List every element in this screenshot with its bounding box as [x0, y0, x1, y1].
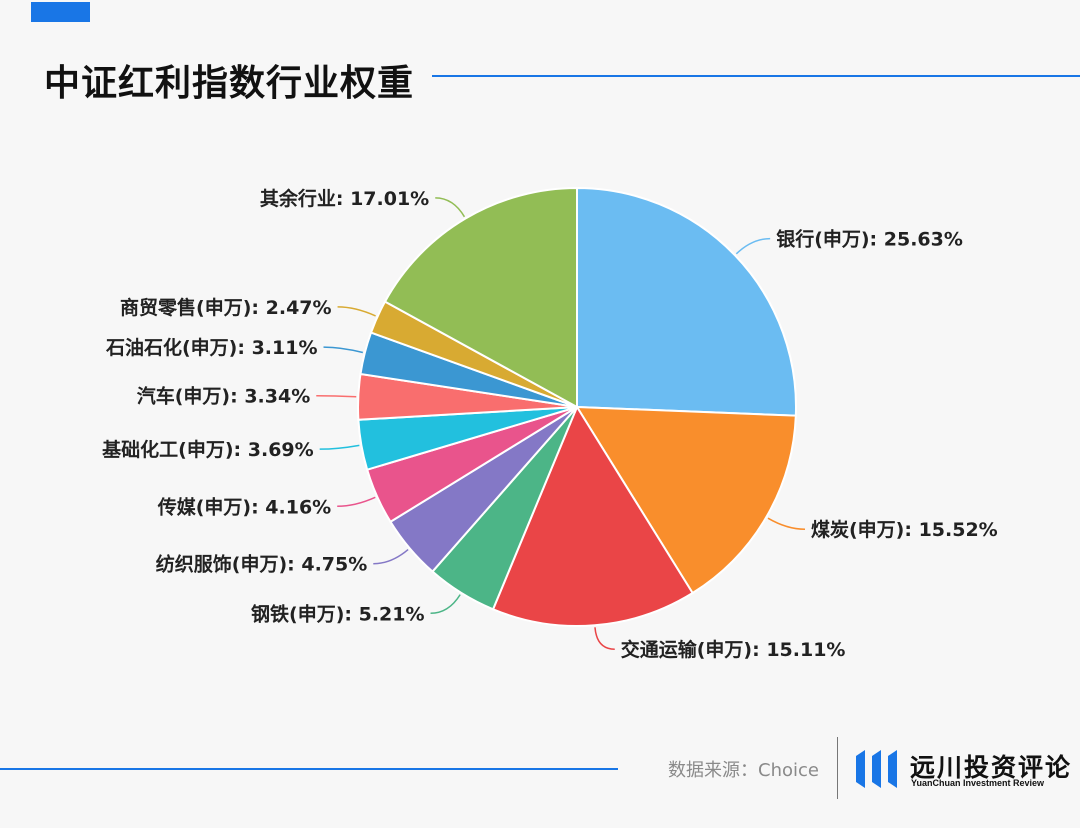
leader-line-3: [430, 594, 461, 615]
leader-line-0: [735, 237, 771, 255]
page-title: 中证红利指数行业权重: [44, 63, 415, 104]
slice-label-8: 石油石化(申万): 3.11%: [105, 336, 318, 359]
brand-name-en: YuanChuan Investment Review: [911, 778, 1045, 788]
footer-rule: [0, 768, 618, 770]
pie-slice-10: [383, 186, 578, 409]
slice-label-3: 钢铁(申万): 5.21%: [251, 602, 425, 625]
slice-label-7: 汽车(申万): 3.34%: [137, 385, 311, 408]
slice-label-6: 基础化工(申万): 3.69%: [101, 438, 314, 461]
pie-slice-1: [575, 405, 797, 595]
slice-label-4: 纺织服饰(申万): 4.75%: [156, 553, 368, 576]
footer-divider: [837, 737, 838, 799]
pie-leader-lines: [316, 197, 806, 650]
leader-line-10: [435, 197, 466, 218]
slice-label-5: 传媒(申万): 4.16%: [157, 495, 332, 518]
slice-label-9: 商贸零售(申万): 2.47%: [120, 296, 332, 319]
leader-line-4: [373, 548, 409, 565]
brand-logo-icon: [856, 750, 897, 788]
pie-labels: 银行(申万): 25.63% 煤炭(申万): 15.52% 交通运输(申万): 15…: [101, 187, 998, 661]
pie-slices: [357, 186, 797, 627]
pie-slice-0: [576, 186, 797, 417]
slice-label-0: 银行(申万): 25.63%: [776, 228, 963, 251]
source-text: 数据来源：Choice: [668, 760, 819, 781]
leader-line-5: [337, 496, 376, 508]
leader-line-2: [594, 627, 615, 650]
header-accent-block: [31, 2, 90, 22]
slice-label-1: 煤炭(申万): 15.52%: [811, 518, 998, 541]
slice-label-2: 交通运输(申万): 15.11%: [621, 638, 846, 661]
leader-line-6: [319, 444, 360, 450]
leader-line-7: [316, 394, 357, 398]
pie-slice-2: [491, 404, 694, 627]
slice-label-10: 其余行业: 17.01%: [260, 187, 429, 210]
leader-line-8: [323, 346, 364, 354]
leader-line-1: [767, 517, 806, 530]
brand-name-cn: 远川投资评论: [910, 753, 1073, 782]
leader-line-9: [337, 306, 376, 317]
title-rule: [432, 75, 1080, 77]
